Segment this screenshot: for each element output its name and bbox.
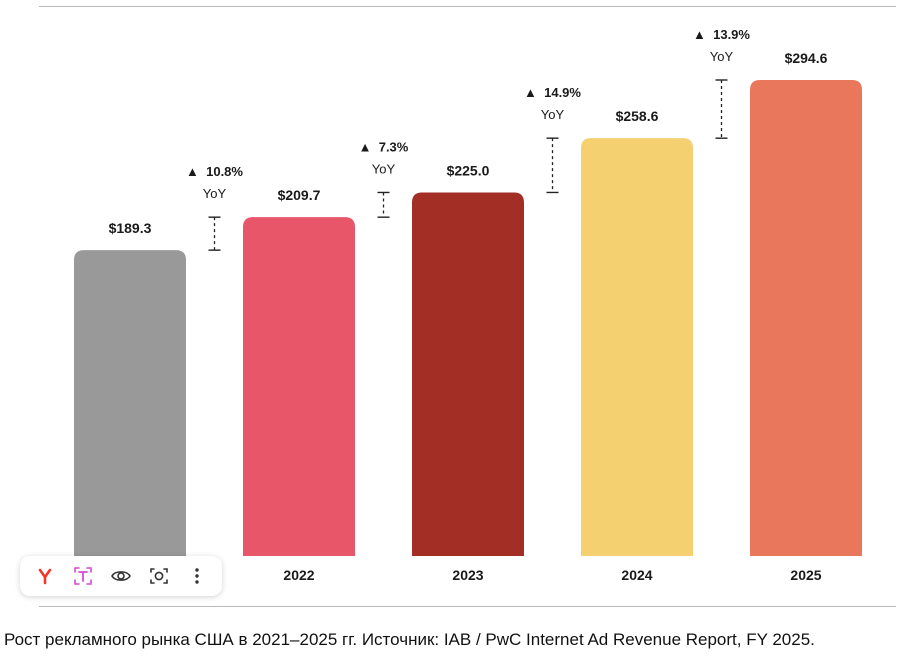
bar (412, 192, 524, 556)
yoy-percent-label: ▲ 13.9% (693, 27, 750, 42)
yoy-percent-label: ▲ 7.3% (359, 139, 409, 154)
yoy-percent-label: ▲ 10.8% (186, 164, 243, 179)
translate-text-icon[interactable] (68, 561, 98, 591)
bar-value-label: $189.3 (109, 220, 152, 236)
yoy-sub-label: YoY (372, 161, 396, 176)
bar-value-label: $225.0 (447, 162, 490, 178)
revenue-bar-chart: $189.3 $209.7 2022 $225.0 2023 $258.6 2024 $294… (74, 27, 862, 583)
bar (74, 250, 186, 556)
yoy-sub-label: YoY (710, 49, 734, 64)
eye-icon[interactable] (106, 561, 136, 591)
bar-value-label: $294.6 (785, 50, 828, 66)
x-tick-label: 2022 (283, 567, 314, 583)
yoy-sub-label: YoY (203, 186, 227, 201)
bottom-divider (39, 606, 896, 607)
bar-value-label: $258.6 (616, 108, 659, 124)
top-divider (39, 6, 896, 7)
more-vertical-icon[interactable] (182, 561, 212, 591)
x-tick-label: 2023 (452, 567, 483, 583)
x-tick-label: 2025 (790, 567, 821, 583)
figure-caption: Рост рекламного рынка США в 2021–2025 гг… (4, 630, 815, 649)
yandex-logo-icon[interactable] (30, 561, 60, 591)
bar (750, 80, 862, 556)
bar-value-label: $209.7 (278, 187, 321, 203)
yoy-sub-label: YoY (541, 107, 565, 122)
camera-lens-icon[interactable] (144, 561, 174, 591)
bar (243, 217, 355, 556)
x-tick-label: 2024 (621, 567, 652, 583)
yoy-percent-label: ▲ 14.9% (524, 85, 581, 100)
image-toolbar (20, 556, 222, 596)
bar (581, 138, 693, 557)
